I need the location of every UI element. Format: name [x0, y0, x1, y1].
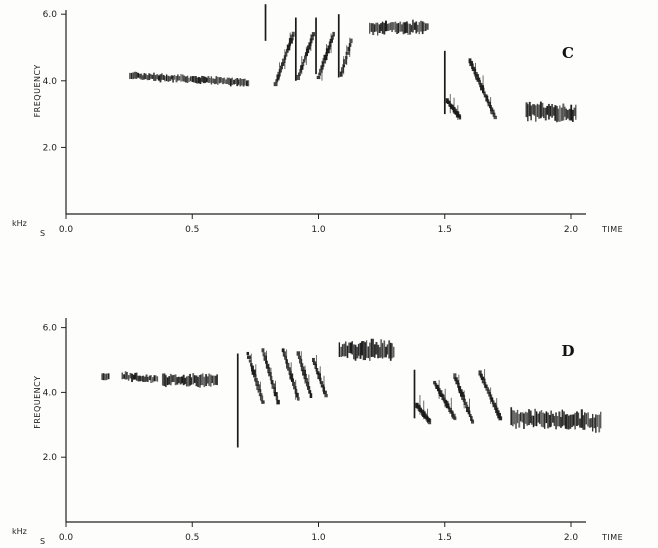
- panel-c-y-tick-label: 6.0: [43, 10, 58, 20]
- panel-d-note-sweep: [312, 354, 328, 398]
- panel-c-y-axis-title: FREQUENCY: [33, 64, 42, 117]
- panel-d-y-axis-title: FREQUENCY: [33, 375, 42, 428]
- panel-d-x-tick-label: 0.0: [59, 533, 74, 543]
- panel-d-note-sweep: [261, 348, 280, 405]
- panel-c-note-band: [129, 71, 250, 87]
- panel-d-y-tick-label: 6.0: [43, 324, 58, 334]
- panel-c-note-spike: [294, 17, 297, 81]
- panel-c-note-sweep: [316, 31, 335, 81]
- panel-c-x-tick-label: 0.0: [59, 225, 74, 235]
- panel-d-note-band: [161, 373, 218, 388]
- panel-c-note-sweep: [296, 32, 316, 81]
- panel-d-y-tick-label: 2.0: [43, 453, 58, 463]
- panel-d-x-tick-label: 0.5: [185, 533, 199, 543]
- panel-c-note-spike: [443, 50, 446, 115]
- panel-d-note-sweep: [478, 369, 503, 421]
- panel-d-y-tick-label: 4.0: [43, 388, 58, 398]
- panel-c-note-spike: [337, 14, 340, 78]
- panel-c-x-tick-label: 2.0: [564, 225, 579, 235]
- panel-d-x-tick-label: 1.0: [311, 533, 326, 543]
- panel-d-x-unit-label: S: [40, 537, 45, 546]
- panel-d-x-axis-title: TIME: [601, 533, 623, 542]
- panel-d-note-sweep: [415, 395, 432, 425]
- panel-d-note-band: [338, 338, 395, 361]
- panel-d-note-sweep: [281, 348, 300, 401]
- panel-d-note-band: [510, 407, 602, 433]
- panel-c-note-spike: [315, 17, 317, 75]
- panel-d-x-tick-label: 2.0: [564, 533, 579, 543]
- panel-d-note-spike: [236, 353, 239, 448]
- panel-c-x-tick-label: 0.5: [185, 225, 199, 235]
- panel-c-x-tick-label: 1.5: [438, 225, 452, 235]
- panel-c-note-sweep: [273, 31, 295, 87]
- panel-d-note-sweep: [296, 351, 313, 399]
- panel-c-panel-letter: C: [562, 44, 574, 62]
- panel-c-note-sweep: [445, 94, 462, 121]
- panel-d-note-sweep: [433, 380, 457, 421]
- panel-c-note-spike: [264, 4, 267, 41]
- panel-d-y-unit-label: kHz: [12, 527, 27, 536]
- panel-c-note-band: [525, 101, 577, 123]
- panel-c-x-tick-label: 1.0: [311, 225, 326, 235]
- panel-c-y-unit-label: kHz: [12, 219, 27, 228]
- panel-c-note-band: [369, 19, 429, 36]
- panel-d-note-sweep: [453, 373, 475, 424]
- panel-c-y-tick-label: 4.0: [43, 77, 58, 87]
- panel-c-note-sweep: [339, 37, 353, 77]
- panel-d-x-tick-label: 1.5: [438, 533, 452, 543]
- panel-d-note-spike: [413, 369, 416, 419]
- panel-c-x-axis-title: TIME: [601, 225, 623, 234]
- panel-c-x-unit-label: S: [40, 229, 45, 238]
- panel-c-y-tick-label: 2.0: [43, 143, 58, 153]
- panel-d-note-band: [101, 373, 110, 381]
- panel-c-note-sweep: [468, 58, 497, 120]
- panel-d-panel-letter: D: [561, 342, 574, 360]
- spectrogram-panel-d: 2.0 4.0 6.0 0.0 0.5 1.0 1.5 2.0 kHz S FREQUENCY TIM…: [12, 318, 623, 546]
- panel-d-note-band: [121, 371, 159, 384]
- panel-d-note-sweep: [246, 351, 265, 404]
- spectrogram-panel-c: 2.0 4.0 6.0 0.0 0.5 1.0 1.5 2.0 kHz S FREQUENCY TIM…: [12, 4, 623, 238]
